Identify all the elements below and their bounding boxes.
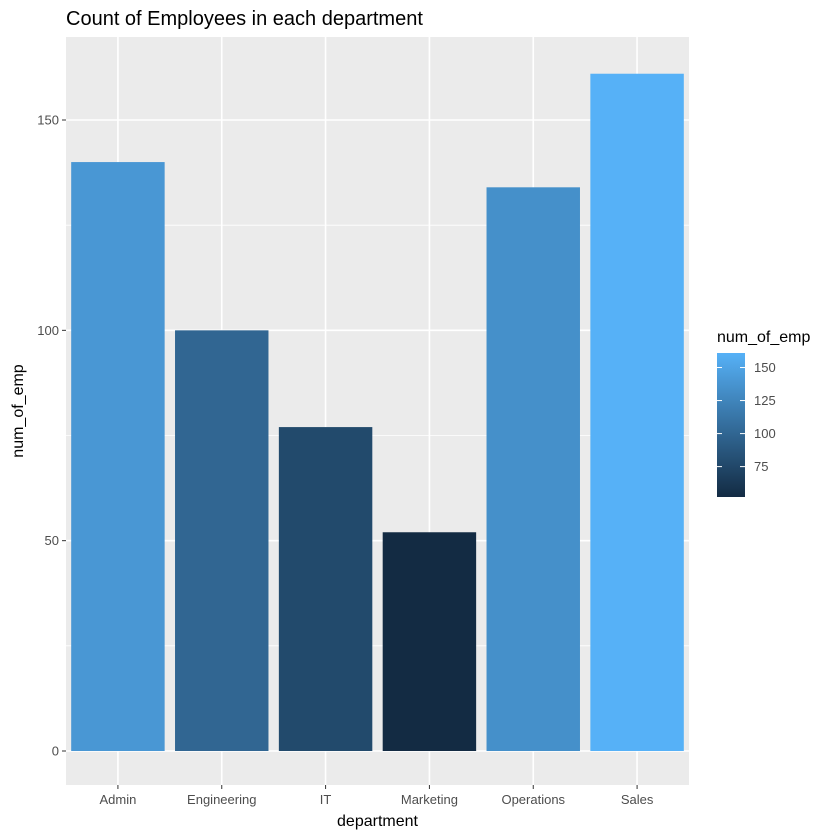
y-tick-label: 0 — [52, 744, 59, 759]
legend-tick-label: 150 — [754, 360, 776, 375]
bar-engineering — [175, 330, 269, 751]
x-axis: Admin Engineering IT Marketing Operations Sal… — [99, 785, 654, 807]
x-axis-title: department — [337, 813, 418, 830]
bars — [71, 73, 684, 752]
legend-tick-label: 125 — [754, 393, 776, 408]
legend-colorbar — [717, 353, 745, 497]
x-tick-label: Operations — [501, 792, 565, 807]
chart-title: Count of Employees in each department — [66, 8, 423, 30]
bar-admin — [71, 162, 165, 752]
x-tick-label: Admin — [99, 792, 136, 807]
y-tick-label: 100 — [37, 323, 59, 338]
x-tick-label: IT — [320, 792, 332, 807]
legend-ticks: 75 100 125 150 — [717, 360, 776, 474]
legend-tick-label: 75 — [754, 459, 768, 474]
legend-tick-label: 100 — [754, 426, 776, 441]
bar-sales — [590, 73, 684, 751]
y-tick-label: 50 — [45, 533, 59, 548]
x-tick-label: Sales — [621, 792, 654, 807]
legend: num_of_emp 75 100 125 150 — [717, 329, 810, 497]
bar-marketing — [382, 532, 477, 751]
bar-it — [278, 427, 373, 751]
y-axis: 0 50 100 150 — [37, 113, 66, 759]
minor-gridlines — [66, 224, 689, 647]
x-tick-label: Marketing — [401, 792, 458, 807]
x-tick-label: Engineering — [187, 792, 256, 807]
legend-title: num_of_emp — [717, 329, 810, 346]
plot-panel — [66, 37, 689, 785]
bar-operations — [486, 187, 580, 752]
y-axis-title: num_of_emp — [10, 364, 27, 457]
y-tick-label: 150 — [37, 113, 59, 128]
